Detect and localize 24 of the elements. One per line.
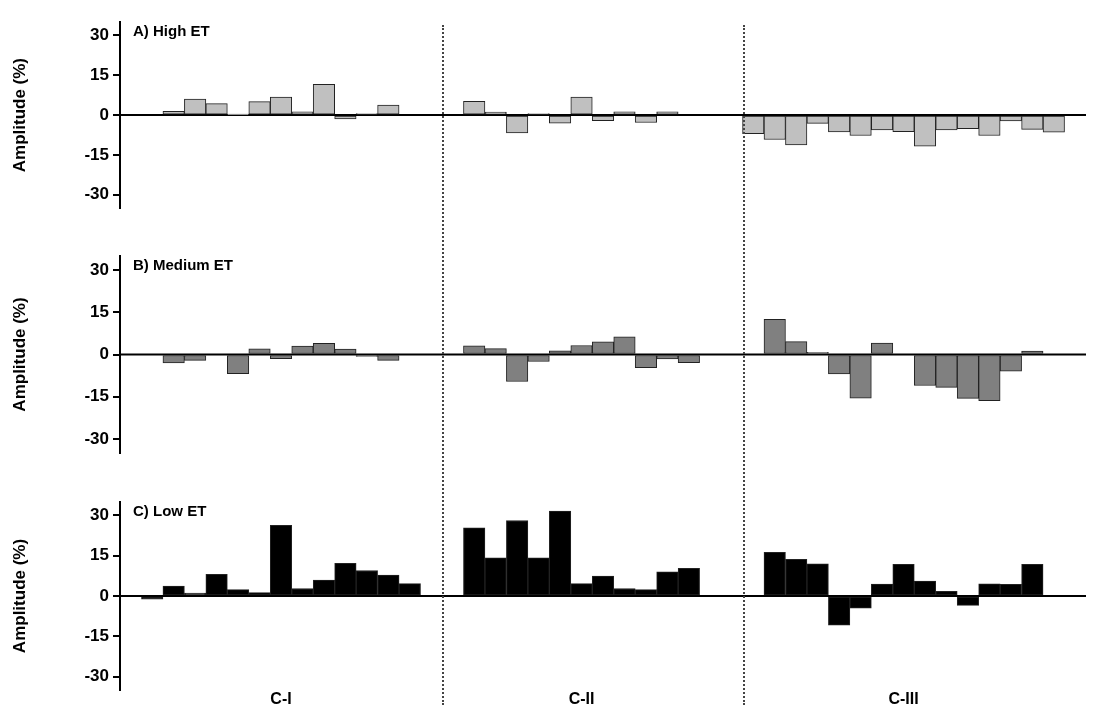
x-tick-label: C-II	[568, 690, 595, 708]
y-tick-label: 15	[90, 301, 109, 321]
y-tick-label: 30	[90, 259, 109, 279]
y-tick-label: 30	[90, 505, 109, 525]
y-tick-label: 15	[90, 545, 109, 565]
y-tick-label: -30	[84, 666, 109, 686]
y-tick-label: 15	[90, 64, 109, 84]
y-tick-label: -30	[84, 428, 109, 448]
y-axis-title: Amplitude (%)	[9, 57, 29, 173]
y-tick-label: -15	[84, 386, 109, 406]
y-tick-label: -30	[84, 184, 109, 204]
y-tick-label: -15	[84, 144, 109, 164]
y-tick-label: 30	[90, 25, 109, 45]
y-axis-title: Amplitude (%)	[9, 297, 29, 412]
y-tick-label: -15	[84, 625, 109, 645]
chart-title: C) Low ET	[133, 501, 207, 519]
chart-title: B) Medium ET	[133, 255, 233, 273]
y-tick-label: 0	[99, 344, 109, 364]
x-tick-label: C-III	[888, 690, 919, 708]
y-tick-label: 0	[99, 585, 109, 605]
y-tick-label: 0	[99, 104, 109, 124]
x-tick-label: C-I	[270, 690, 292, 708]
chart-title: A) High ET	[133, 21, 210, 39]
y-axis-title: Amplitude (%)	[9, 538, 29, 654]
